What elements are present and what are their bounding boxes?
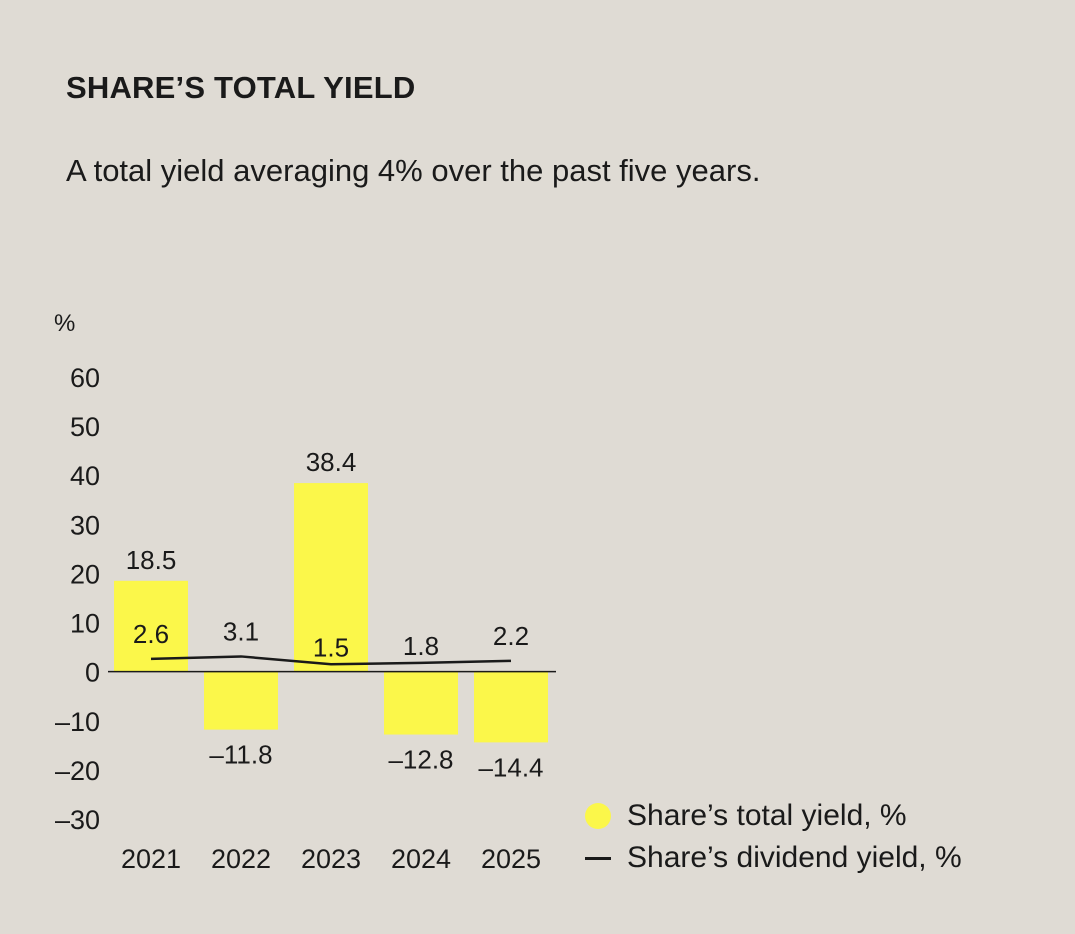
x-tick-label: 2024 <box>391 844 451 874</box>
line-value-label: 3.1 <box>223 616 259 646</box>
legend: Share’s total yield, % Share’s dividend … <box>585 795 962 879</box>
y-tick-label: –10 <box>55 707 100 737</box>
y-tick-label: 0 <box>85 658 100 688</box>
y-tick-label: 10 <box>70 609 100 639</box>
line-value-label: 1.8 <box>403 631 439 661</box>
x-tick-label: 2023 <box>301 844 361 874</box>
y-tick-label: –20 <box>55 756 100 786</box>
x-tick-label: 2025 <box>481 844 541 874</box>
line-dividend-yield <box>150 655 512 666</box>
y-tick-label: –30 <box>55 805 100 835</box>
y-tick-label: 60 <box>70 363 100 393</box>
chart-title: SHARE’S TOTAL YIELD <box>66 70 416 105</box>
bar-value-label: –11.8 <box>209 740 272 770</box>
bar-total-yield <box>204 671 278 730</box>
x-tick-label: 2021 <box>121 844 181 874</box>
bar-total-yield <box>384 671 458 735</box>
y-axis-unit-label: % <box>54 310 75 337</box>
bar-total-yield <box>474 671 548 743</box>
legend-item-dividend-yield: Share’s dividend yield, % <box>585 837 962 879</box>
bar-value-label: –12.8 <box>388 745 453 775</box>
line-value-label: 2.6 <box>133 619 169 649</box>
y-tick-label: 40 <box>70 461 100 491</box>
bar-value-label: 18.5 <box>126 545 177 575</box>
y-tick-label: 30 <box>70 510 100 540</box>
chart-subtitle: A total yield averaging 4% over the past… <box>66 153 761 188</box>
line-value-label: 1.5 <box>313 632 349 662</box>
legend-dot-icon <box>585 803 611 829</box>
bar-value-label: –14.4 <box>478 752 543 782</box>
bar-total-yield <box>114 580 188 672</box>
bar-total-yield <box>294 483 368 672</box>
legend-item-total-yield: Share’s total yield, % <box>585 795 962 837</box>
bar-value-label: 38.4 <box>306 447 357 477</box>
line-value-label: 2.2 <box>493 621 529 651</box>
legend-label-dividend-yield: Share’s dividend yield, % <box>627 841 962 874</box>
y-tick-label: 50 <box>70 412 100 442</box>
legend-label-total-yield: Share’s total yield, % <box>627 799 907 832</box>
x-tick-label: 2022 <box>211 844 271 874</box>
y-tick-label: 20 <box>70 559 100 589</box>
legend-line-icon <box>585 856 611 860</box>
